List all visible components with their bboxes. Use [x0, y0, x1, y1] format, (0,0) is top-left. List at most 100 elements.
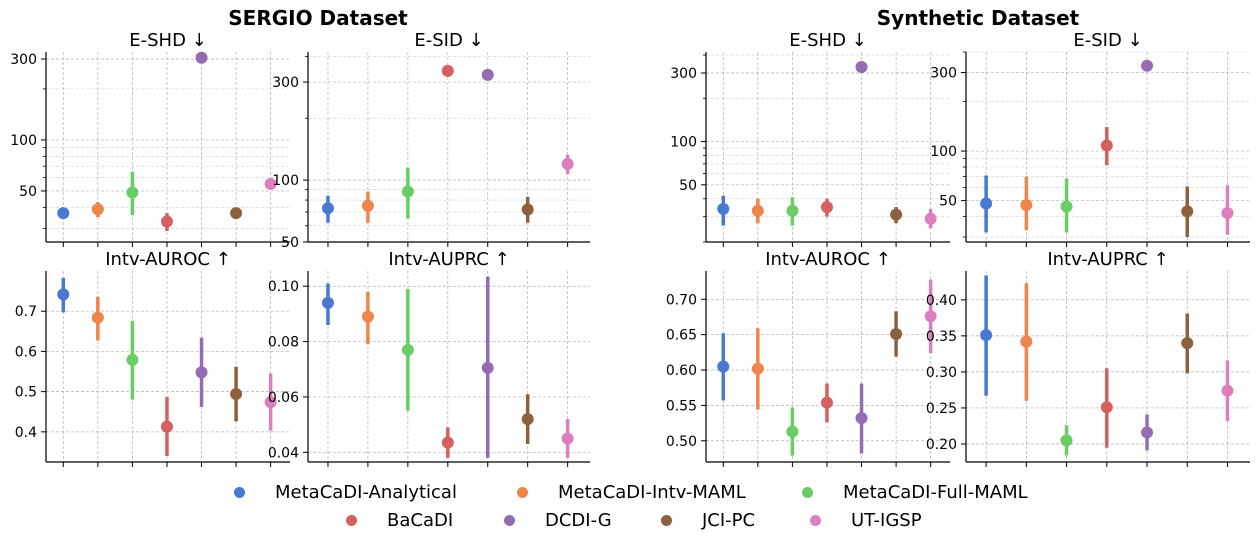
- legend-item-intv-maml: MetaCaDI-Intv-MAML: [517, 482, 746, 503]
- y-tick-label: 50: [939, 194, 957, 210]
- panel-1: 50 100 300 E-SHD ↓: [10, 30, 290, 247]
- point-full_maml: [401, 185, 414, 198]
- legend-label-dcdi: DCDI-G: [545, 510, 612, 531]
- point-dcdi: [855, 61, 868, 74]
- point-utigsp: [561, 157, 574, 170]
- point-analytical: [717, 202, 730, 215]
- point-dcdi: [855, 412, 868, 425]
- legend-item-jci: JCI-PC: [661, 510, 755, 531]
- point-analytical: [57, 207, 70, 220]
- point-intv_maml: [751, 362, 764, 375]
- legend-marker-bacadi: [346, 515, 357, 526]
- y-tick-label: 300: [272, 75, 299, 91]
- y-tick-label: 0.30: [926, 365, 957, 381]
- y-tick-label: 0.08: [268, 335, 299, 351]
- legend-item-analytical: MetaCaDI-Analytical: [234, 482, 457, 503]
- panel-title: Intv-AUROC ↑: [765, 249, 891, 270]
- point-utigsp: [561, 432, 574, 445]
- legend-label-analytical: MetaCaDI-Analytical: [275, 482, 457, 503]
- legend-marker-dcdi: [504, 515, 515, 526]
- y-tick-label: 100: [670, 135, 697, 151]
- legend-item-dcdi: DCDI-G: [504, 510, 612, 531]
- point-jci: [890, 208, 903, 221]
- y-tick-label: 0.50: [666, 434, 697, 450]
- panel-title: E-SHD ↓: [789, 30, 867, 51]
- y-tick-label: 300: [930, 66, 957, 82]
- y-tick-label: 0.7: [15, 304, 37, 320]
- y-tick-label: 50: [281, 235, 299, 251]
- point-analytical: [717, 360, 730, 373]
- legend-marker-jci: [661, 515, 672, 526]
- point-analytical: [57, 288, 70, 301]
- legend-label-full-maml: MetaCaDI-Full-MAML: [843, 482, 1028, 503]
- point-utigsp: [924, 310, 937, 323]
- panel-4: 50 100 300 E-SID ↓: [930, 30, 1250, 247]
- y-tick-label: 300: [670, 66, 697, 82]
- point-full_maml: [786, 204, 799, 217]
- panel-8: 0.20 0.25 0.30 0.35 0.40 Intv-AUPRC ↑: [926, 249, 1250, 467]
- point-intv_maml: [361, 310, 374, 323]
- panel-title: E-SID ↓: [1073, 30, 1142, 51]
- point-utigsp: [1221, 207, 1234, 220]
- legend-label-jci: JCI-PC: [702, 510, 756, 531]
- point-jci: [521, 413, 534, 426]
- panel-title: Intv-AUROC ↑: [105, 249, 231, 270]
- point-intv_maml: [91, 203, 104, 216]
- point-jci: [230, 388, 243, 401]
- point-bacadi: [160, 420, 173, 433]
- point-bacadi: [160, 215, 173, 228]
- y-tick-label: 0.25: [926, 401, 957, 417]
- group-title-synthetic: Synthetic Dataset: [877, 6, 1080, 30]
- legend-item-bacadi: BaCaDI: [346, 510, 453, 531]
- point-bacadi: [1100, 401, 1113, 414]
- y-tick-label: 0.10: [268, 279, 299, 295]
- y-tick-label: 100: [10, 133, 37, 149]
- panel-3: 50 100 300 E-SHD ↓: [670, 30, 950, 247]
- legend-marker-full-maml: [802, 487, 813, 498]
- legend-marker-intv-maml: [517, 487, 528, 498]
- point-full_maml: [786, 425, 799, 438]
- panel-title: E-SID ↓: [414, 30, 483, 51]
- panel-title: Intv-AUPRC ↑: [1047, 249, 1168, 270]
- point-utigsp: [264, 396, 277, 409]
- legend-marker-utigsp: [810, 515, 821, 526]
- point-jci: [1181, 337, 1194, 350]
- y-tick-label: 50: [19, 184, 37, 200]
- point-dcdi: [481, 361, 494, 374]
- point-analytical: [321, 296, 334, 309]
- point-utigsp: [264, 177, 277, 190]
- y-tick-label: 0.04: [268, 445, 299, 461]
- legend-item-full-maml: MetaCaDI-Full-MAML: [802, 482, 1028, 503]
- legend-label-utigsp: UT-IGSP: [851, 510, 922, 531]
- panel-2: 50 100 300 E-SID ↓: [272, 30, 590, 251]
- panel-7: 0.50 0.55 0.60 0.65 0.70 Intv-AUROC ↑: [666, 249, 950, 467]
- point-analytical: [980, 197, 993, 210]
- point-bacadi: [441, 64, 454, 77]
- panel-5: 0.4 0.5 0.6 0.7 Intv-AUROC ↑: [15, 249, 290, 467]
- y-tick-label: 0.06: [268, 390, 299, 406]
- y-tick-label: 0.60: [666, 363, 697, 379]
- point-analytical: [980, 329, 993, 342]
- y-tick-label: 0.20: [926, 437, 957, 453]
- y-tick-label: 0.55: [666, 398, 697, 414]
- point-full_maml: [126, 186, 139, 199]
- point-full_maml: [126, 353, 139, 366]
- figure: SERGIO Dataset Synthetic Dataset 50 100 30…: [10, 6, 1250, 467]
- y-tick-label: 100: [930, 144, 957, 160]
- point-intv_maml: [361, 199, 374, 212]
- point-dcdi: [195, 366, 208, 379]
- y-tick-label: 0.70: [666, 292, 697, 308]
- point-dcdi: [481, 68, 494, 81]
- point-jci: [521, 203, 534, 216]
- point-dcdi: [1141, 426, 1154, 439]
- legend-item-utigsp: UT-IGSP: [810, 510, 922, 531]
- y-tick-label: 0.4: [15, 425, 37, 441]
- point-full_maml: [1060, 200, 1073, 213]
- point-jci: [890, 327, 903, 340]
- point-jci: [230, 207, 243, 220]
- point-dcdi: [195, 51, 208, 64]
- legend-label-bacadi: BaCaDI: [387, 510, 454, 531]
- point-utigsp: [924, 212, 937, 225]
- point-utigsp: [1221, 384, 1234, 397]
- y-tick-label: 100: [272, 173, 299, 189]
